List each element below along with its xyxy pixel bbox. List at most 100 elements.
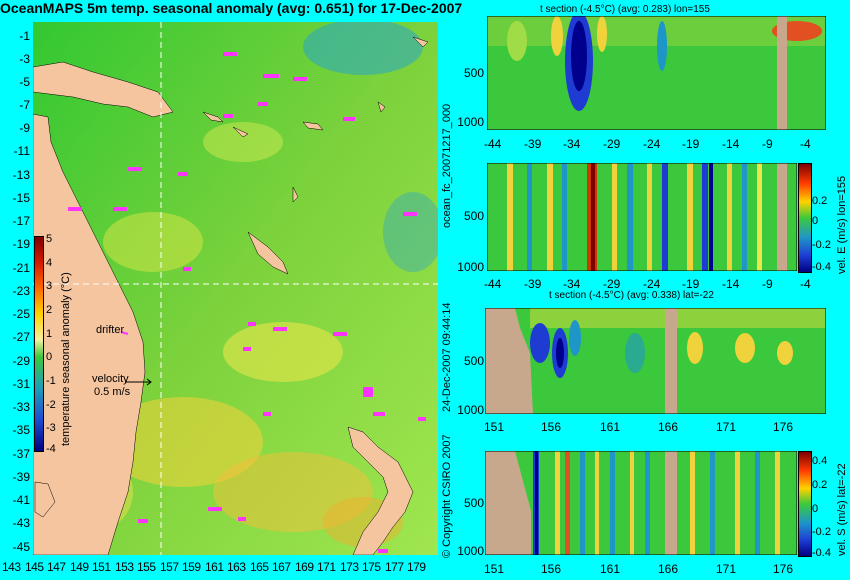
velocity-legend-label: velocity <box>92 373 129 385</box>
lat-label: -1 <box>19 29 30 43</box>
lon-label: 179 <box>407 560 426 574</box>
lat-label: -37 <box>12 447 30 461</box>
map-colorbar <box>34 236 44 452</box>
x-tick: 176 <box>773 562 794 576</box>
lat-label: -15 <box>12 191 30 205</box>
x-tick: 176 <box>773 420 794 434</box>
lon-label: 161 <box>205 560 224 574</box>
lon-label: 169 <box>295 560 314 574</box>
x-tick: -9 <box>762 277 773 291</box>
colorbar-tick: -4 <box>46 443 56 455</box>
vel-colorbar-tick: 0.2 <box>812 479 828 491</box>
x-tick: -34 <box>563 277 581 291</box>
colorbar-tick: -1 <box>46 375 56 387</box>
lon-label: 157 <box>160 560 179 574</box>
colorbar-tick: 3 <box>46 280 53 292</box>
lon-label: 163 <box>227 560 246 574</box>
depth-tick: 1000 <box>457 115 484 129</box>
colorbar-title: temperature seasonal anomaly (°C) <box>60 272 72 446</box>
lat-label: -41 <box>12 493 30 507</box>
x-tick: -34 <box>563 137 581 151</box>
lon-label: 155 <box>137 560 156 574</box>
vel-colorbar-tick: -0.4 <box>812 261 831 273</box>
colorbar-tick: 0 <box>46 351 53 363</box>
x-tick: -4 <box>800 277 811 291</box>
lat-velocity-section[interactable] <box>485 451 797 555</box>
depth-tick: 500 <box>463 496 484 510</box>
lat-label: -17 <box>12 214 30 228</box>
depth-tick: 500 <box>463 66 484 80</box>
x-tick: -39 <box>524 277 542 291</box>
lat-label: -31 <box>12 377 30 391</box>
lon-label: 151 <box>92 560 111 574</box>
lon-label: 167 <box>272 560 291 574</box>
lat-label: -13 <box>12 168 30 182</box>
lat-label: -43 <box>12 516 30 530</box>
x-tick: -39 <box>524 137 542 151</box>
temperature-anomaly-map[interactable] <box>33 22 438 555</box>
new-guinea-land <box>33 61 174 118</box>
x-tick: -44 <box>484 137 502 151</box>
vel-colorbar-tick: 0 <box>812 215 819 227</box>
drifter-legend-mark <box>120 331 129 335</box>
lat-label: -35 <box>12 423 30 437</box>
lat-label: -33 <box>12 400 30 414</box>
vel-colorbar-tick: 0.2 <box>812 195 828 207</box>
tasmania-land <box>34 481 56 518</box>
colorbar-tick: 5 <box>46 233 53 245</box>
lon-label: 149 <box>70 560 89 574</box>
lat-label: -29 <box>12 354 30 368</box>
lat-label: -19 <box>12 237 30 251</box>
x-tick: -9 <box>762 137 773 151</box>
lat-label: -7 <box>19 98 30 112</box>
x-tick: -19 <box>682 137 700 151</box>
lon-label: 143 <box>2 560 21 574</box>
lon-temp-section[interactable] <box>487 16 826 130</box>
copyright-label: © Copyright CSIRO 2007 <box>441 434 453 558</box>
lat-label: -21 <box>12 261 30 275</box>
colorbar-tick: 2 <box>46 304 53 316</box>
australia-land <box>33 113 146 555</box>
lon-label: 177 <box>385 560 404 574</box>
new-caledonia-land <box>247 231 289 275</box>
run-label: ocean_fc_20071217_000 <box>441 103 453 228</box>
depth-tick: 500 <box>463 209 484 223</box>
lon-label: 153 <box>115 560 134 574</box>
lat-temp-section[interactable] <box>485 308 826 414</box>
depth-tick: 500 <box>463 354 484 368</box>
vel-colorbar-label: vel. S (m/s) lat=-22 <box>836 463 848 556</box>
new-zealand-land <box>347 426 414 555</box>
lon-label: 147 <box>47 560 66 574</box>
lon-label: 173 <box>340 560 359 574</box>
vel-colorbar-tick: 0.4 <box>812 455 828 467</box>
x-tick: 151 <box>484 420 505 434</box>
panel-title: t section (-4.5°C) (avg: 0.283) lon=155 <box>540 4 710 15</box>
x-tick: 161 <box>600 562 621 576</box>
lon-label: 145 <box>25 560 44 574</box>
colorbar-tick: -3 <box>46 422 56 434</box>
lon-label: 159 <box>182 560 201 574</box>
lon-label: 171 <box>317 560 336 574</box>
x-tick: 156 <box>541 562 562 576</box>
vel-colorbar-tick: -0.2 <box>812 239 831 251</box>
x-tick: -24 <box>643 137 661 151</box>
x-tick: 171 <box>716 420 737 434</box>
lat-label: -25 <box>12 307 30 321</box>
x-tick: -4 <box>800 137 811 151</box>
vel-colorbar-tick: 0 <box>812 503 819 515</box>
lat-label: -5 <box>19 75 30 89</box>
drifter-legend-label: drifter <box>96 324 125 336</box>
vel-colorbar-tick: -0.4 <box>812 547 831 559</box>
colorbar-tick: 4 <box>46 257 53 269</box>
x-tick: 156 <box>541 420 562 434</box>
lat-label: -27 <box>12 330 30 344</box>
velocity-legend-value: 0.5 m/s <box>94 386 131 398</box>
velocity-colorbar <box>798 451 812 557</box>
x-tick: -24 <box>643 277 661 291</box>
x-tick: -19 <box>682 277 700 291</box>
lat-label: -23 <box>12 284 30 298</box>
lon-velocity-section[interactable] <box>487 163 797 271</box>
x-tick: 166 <box>658 562 679 576</box>
x-tick: -29 <box>603 137 621 151</box>
x-tick: 161 <box>600 420 621 434</box>
